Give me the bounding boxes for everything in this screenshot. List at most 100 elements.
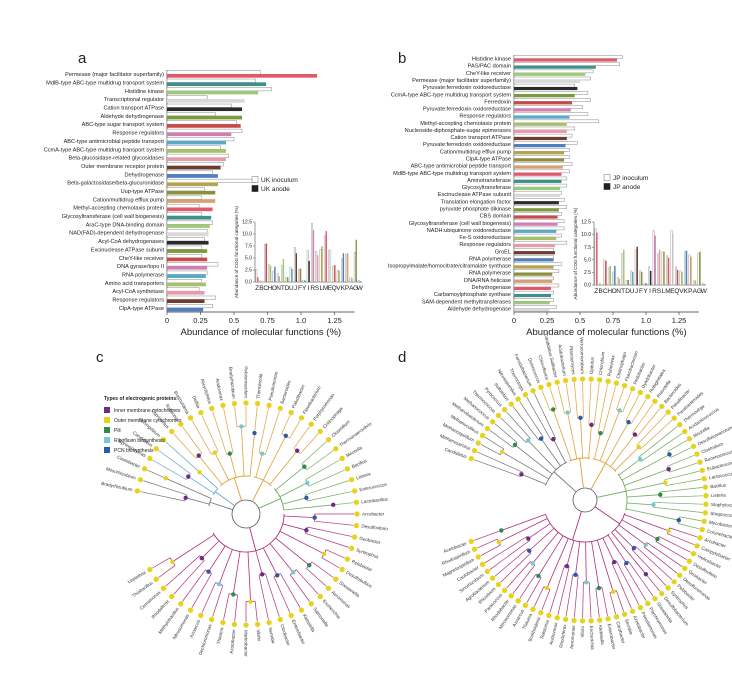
tree-node-marker [551, 436, 556, 442]
tree-branch [311, 561, 334, 578]
tree-branch [185, 497, 210, 505]
tree-node-marker [499, 449, 505, 455]
inset-category-label: N [276, 285, 281, 292]
tree-branch [621, 519, 658, 540]
category-label: AraC-type DNA-binding domain [86, 222, 164, 228]
tree-tip-marker [671, 578, 678, 585]
tree-node-marker [196, 453, 201, 458]
category-label: Aldehyde dehydrogenase [101, 114, 164, 120]
tree-tip-marker [471, 447, 478, 454]
bar-inoculum [513, 119, 599, 124]
tree-branch [533, 586, 545, 607]
bar-inoculum [513, 133, 573, 138]
tree-branch [545, 461, 568, 486]
tree-branch [582, 382, 584, 418]
bar-anode [514, 172, 562, 176]
tree-tip-marker [696, 459, 703, 466]
tree-tip-marker [344, 556, 351, 563]
inset-bar-anode [282, 258, 285, 282]
tree-branch [594, 433, 601, 460]
legend-swatch-anode [603, 183, 611, 190]
inset-bar-inoculum [643, 282, 646, 286]
inset-category-label: Y [302, 285, 307, 292]
tree-tip-marker [699, 526, 706, 533]
tree-tip-label: Nitrosomonas [172, 613, 191, 641]
tree-tip-label: Delftia [191, 395, 201, 409]
inset-bar-anode [636, 246, 638, 285]
inset-bar-anode [640, 271, 643, 285]
inset-bar-inoculum [616, 277, 619, 286]
bar-inoculum [513, 262, 562, 266]
tree-tip-marker [686, 558, 693, 565]
category-label: Histidine kinase [125, 89, 164, 95]
inset-category-label: S [657, 288, 662, 295]
tree-branch [592, 458, 617, 472]
bar-anode [514, 65, 596, 69]
tree-node-marker [637, 457, 643, 462]
tree-tip-marker [701, 518, 708, 525]
tree-branch [494, 548, 528, 577]
tree-node-marker [624, 560, 629, 566]
tree-branch [669, 462, 698, 473]
inset-y-axis-title: Abundance of COG functional categories (… [234, 206, 239, 298]
inset-category-label: P [345, 285, 349, 292]
bar-anode [514, 208, 559, 212]
inset-bar-anode [609, 265, 612, 285]
inset-category-label: O [612, 288, 617, 295]
tree-branch [234, 406, 238, 427]
tree-tip-marker [134, 487, 141, 494]
tree-node-marker [530, 561, 535, 566]
bar-anode [514, 258, 554, 262]
tree-tip-label: Opitutus [589, 356, 595, 374]
inset-bar-anode [312, 230, 315, 282]
inset-bar-inoculum [259, 280, 262, 283]
tree-branch [625, 394, 640, 421]
bar-inoculum [513, 140, 578, 145]
tree-tip-marker [177, 421, 184, 428]
inset-category-label: L [662, 288, 666, 295]
tree-node-marker [655, 536, 660, 542]
tree-root [572, 487, 598, 513]
bar-anode [514, 101, 573, 105]
x-tick-label: 1.0 [296, 316, 306, 325]
bar-anode [514, 108, 571, 112]
tree-branch [198, 455, 223, 485]
tree-tip-label: Planctomyces [569, 346, 577, 376]
tree-branch [501, 513, 546, 531]
tree-tip-label: Klebsiella [598, 625, 605, 646]
tree-tip-marker [277, 405, 284, 412]
tree-branch [269, 543, 294, 573]
tree-branch [501, 451, 549, 480]
tree-branch [283, 515, 315, 519]
category-label: Acyl-CoA dehydrogenases [98, 239, 164, 245]
bar-anode [167, 282, 206, 287]
legend-label: UK inoculum [261, 177, 298, 184]
inset-category-label: M [323, 285, 328, 292]
tree-tip-marker [537, 609, 544, 616]
inset-bar-anode [614, 265, 616, 285]
tree-node-marker [538, 436, 544, 441]
tree-branch [626, 494, 661, 498]
inset-category-label: G [697, 288, 702, 295]
inset-bar-inoculum [285, 277, 288, 283]
tree-tip-marker [208, 616, 215, 623]
tree-branch [506, 411, 531, 439]
bar-anode [514, 308, 550, 312]
inset-bar-anode [667, 257, 670, 285]
inset-bar-anode [658, 249, 661, 285]
tree-node-marker [596, 585, 602, 591]
inset-bar-inoculum [272, 270, 275, 283]
tree-tip-label: Leptothrix [127, 569, 148, 584]
tree-branch [607, 534, 627, 564]
inset-category-label: V [336, 285, 341, 292]
inset-category-label: U [630, 288, 635, 295]
inset-category-label: A [349, 285, 354, 292]
tree-branch [212, 411, 228, 455]
tree-branch [601, 587, 608, 616]
tree-legend-swatch [104, 437, 110, 443]
tree-tip-label: Bacillus [351, 458, 368, 469]
tree-tip-marker [495, 581, 502, 588]
tree-tip-marker [484, 568, 491, 575]
category-label: Beta-glucosidase-related glycosidases [69, 156, 165, 162]
tree-branch [573, 382, 578, 419]
